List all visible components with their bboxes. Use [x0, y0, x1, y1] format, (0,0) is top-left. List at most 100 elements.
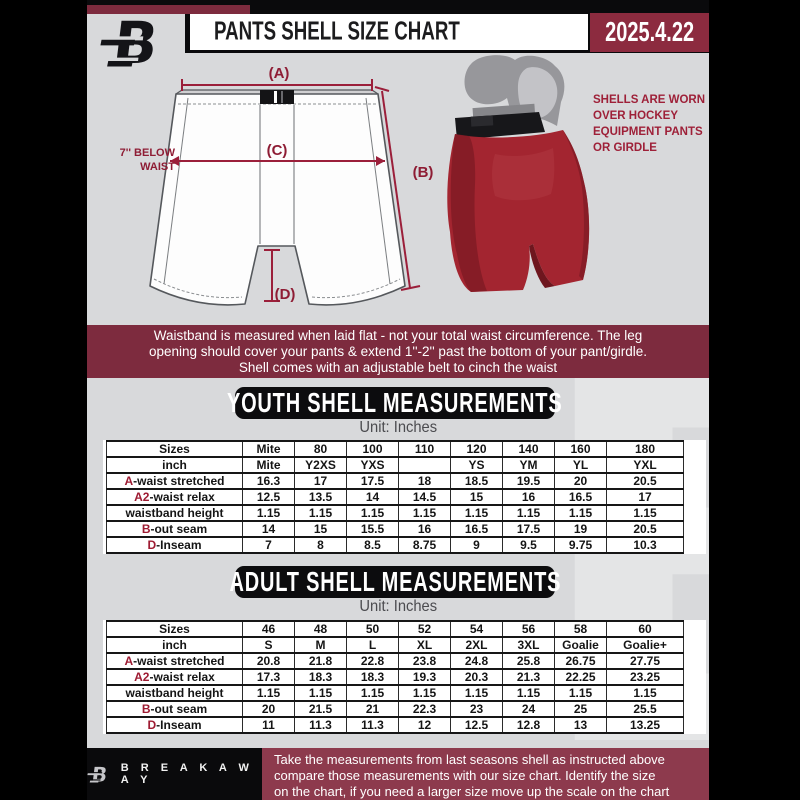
row-label: B-out seam — [106, 520, 243, 538]
value-cell: 110 — [398, 440, 451, 458]
value-cell: 17.5 — [346, 472, 399, 490]
measure-row: A2-waist relax 17.3 18.3 18.3 19.3 20.3 21.3 22… — [106, 668, 684, 686]
value-cell: 1.15 — [294, 504, 347, 522]
value-cell: 16 — [398, 520, 451, 538]
value-cell: 1.15 — [398, 504, 451, 522]
content-panel: B B PANTS SHELL SIZE CHART 2025.4.22 — [87, 0, 709, 800]
value-cell: 20.3 — [450, 668, 503, 686]
value-cell: 1.15 — [242, 504, 295, 522]
value-cell: 12.8 — [502, 716, 555, 734]
adult-size-table: Sizes 46 48 50 52 54 56 58 60 inch S M L XL 2XL 3XL Goal… — [103, 620, 706, 734]
value-cell: 22.25 — [554, 668, 607, 686]
value-cell: 17.5 — [502, 520, 555, 538]
value-cell: 23 — [450, 700, 503, 718]
value-cell: 14 — [346, 488, 399, 506]
value-cell: 18.5 — [450, 472, 503, 490]
value-cell: 20 — [554, 472, 607, 490]
measure-row: A-waist stretched 20.8 21.8 22.8 23.8 24.8 25.… — [106, 652, 684, 670]
value-cell: 11 — [242, 716, 295, 734]
below-waist-note: 7'' BELOW WAIST — [119, 147, 175, 173]
value-cell: 9.5 — [502, 536, 555, 554]
label-a: (A) — [269, 65, 290, 82]
value-cell: 19.3 — [398, 668, 451, 686]
value-cell: Mite — [242, 440, 295, 458]
inch-row: inch Mite Y2XS YXS YS YM YL YXL — [106, 456, 684, 474]
value-cell: 13 — [554, 716, 607, 734]
arrow-a — [181, 79, 373, 91]
label-b: (B) — [413, 164, 434, 181]
value-cell: 56 — [502, 620, 555, 638]
value-cell: 1.15 — [554, 504, 607, 522]
value-cell: 1.15 — [294, 684, 347, 702]
value-cell: 1.15 — [450, 504, 503, 522]
value-cell: 2XL — [450, 636, 503, 654]
value-cell: 14 — [242, 520, 295, 538]
value-cell — [398, 456, 451, 474]
value-cell: 16 — [502, 488, 555, 506]
value-cell: YM — [502, 456, 555, 474]
row-label: A-waist stretched — [106, 472, 243, 490]
value-cell: 12.5 — [450, 716, 503, 734]
value-cell: 1.15 — [346, 684, 399, 702]
value-cell: 8.5 — [346, 536, 399, 554]
value-cell: 18.3 — [346, 668, 399, 686]
value-cell: 17 — [294, 472, 347, 490]
value-cell: 9 — [450, 536, 503, 554]
value-cell: S — [242, 636, 295, 654]
arrow-d — [264, 249, 280, 302]
inch-row: inch S M L XL 2XL 3XL Goalie Goalie+ — [106, 636, 684, 654]
measure-row: B-out seam 20 21.5 21 22.3 23 24 25 25.5 — [106, 700, 684, 718]
breakaway-logo-icon: B — [100, 13, 162, 71]
value-cell: 17 — [606, 488, 684, 506]
measure-row: D-Inseam 7 8 8.5 8.75 9 9.5 9.75 10.3 — [106, 536, 684, 554]
value-cell: 1.15 — [346, 504, 399, 522]
value-cell: Mite — [242, 456, 295, 474]
value-cell: 180 — [606, 440, 684, 458]
value-cell: 22.3 — [398, 700, 451, 718]
value-cell: 21.5 — [294, 700, 347, 718]
value-cell: 1.15 — [450, 684, 503, 702]
value-cell: 48 — [294, 620, 347, 638]
row-label: Sizes — [106, 620, 243, 638]
measure-row: waistband height 1.15 1.15 1.15 1.15 1.15 1.15… — [106, 684, 684, 702]
value-cell: 120 — [450, 440, 503, 458]
value-cell: 160 — [554, 440, 607, 458]
arrow-c — [170, 156, 385, 166]
value-cell: 20.8 — [242, 652, 295, 670]
value-cell: 7 — [242, 536, 295, 554]
row-label: D-Inseam — [106, 716, 243, 734]
value-cell: XL — [398, 636, 451, 654]
value-cell: 1.15 — [398, 684, 451, 702]
youth-size-table: Sizes Mite 80 100 110 120 140 160 180 inch Mite Y2X… — [103, 440, 706, 554]
shell-caption: SHELLS ARE WORN OVER HOCKEY EQUIPMENT PA… — [593, 94, 706, 154]
page-title-bar: PANTS SHELL SIZE CHART — [190, 14, 588, 50]
youth-section-banner: YOUTH SHELL MEASUREMENTS — [227, 387, 562, 419]
value-cell: Y2XS — [294, 456, 347, 474]
value-cell: YS — [450, 456, 503, 474]
value-cell: Goalie+ — [606, 636, 684, 654]
row-label: A2-waist relax — [106, 488, 243, 506]
value-cell: YXS — [346, 456, 399, 474]
value-cell: 16.5 — [554, 488, 607, 506]
value-cell: 15.5 — [346, 520, 399, 538]
value-cell: 8.75 — [398, 536, 451, 554]
row-label: inch — [106, 456, 243, 474]
value-cell: 15 — [450, 488, 503, 506]
value-cell: 13.5 — [294, 488, 347, 506]
value-cell: 20 — [242, 700, 295, 718]
arrow-b — [374, 86, 421, 291]
value-cell: 8 — [294, 536, 347, 554]
value-cell: 19 — [554, 520, 607, 538]
youth-section-title: YOUTH SHELL MEASUREMENTS — [227, 386, 563, 419]
page-title: PANTS SHELL SIZE CHART — [214, 16, 460, 47]
value-cell: 17.3 — [242, 668, 295, 686]
value-cell: 1.15 — [606, 504, 684, 522]
value-cell: 24.8 — [450, 652, 503, 670]
value-cell: 60 — [606, 620, 684, 638]
value-cell: 18.3 — [294, 668, 347, 686]
size-table: Sizes 46 48 50 52 54 56 58 60 inch S M L XL 2XL 3XL Goal… — [106, 620, 684, 734]
row-label: inch — [106, 636, 243, 654]
value-cell: Goalie — [554, 636, 607, 654]
adult-section-title: ADULT SHELL MEASUREMENTS — [229, 565, 561, 598]
value-cell: 22.8 — [346, 652, 399, 670]
